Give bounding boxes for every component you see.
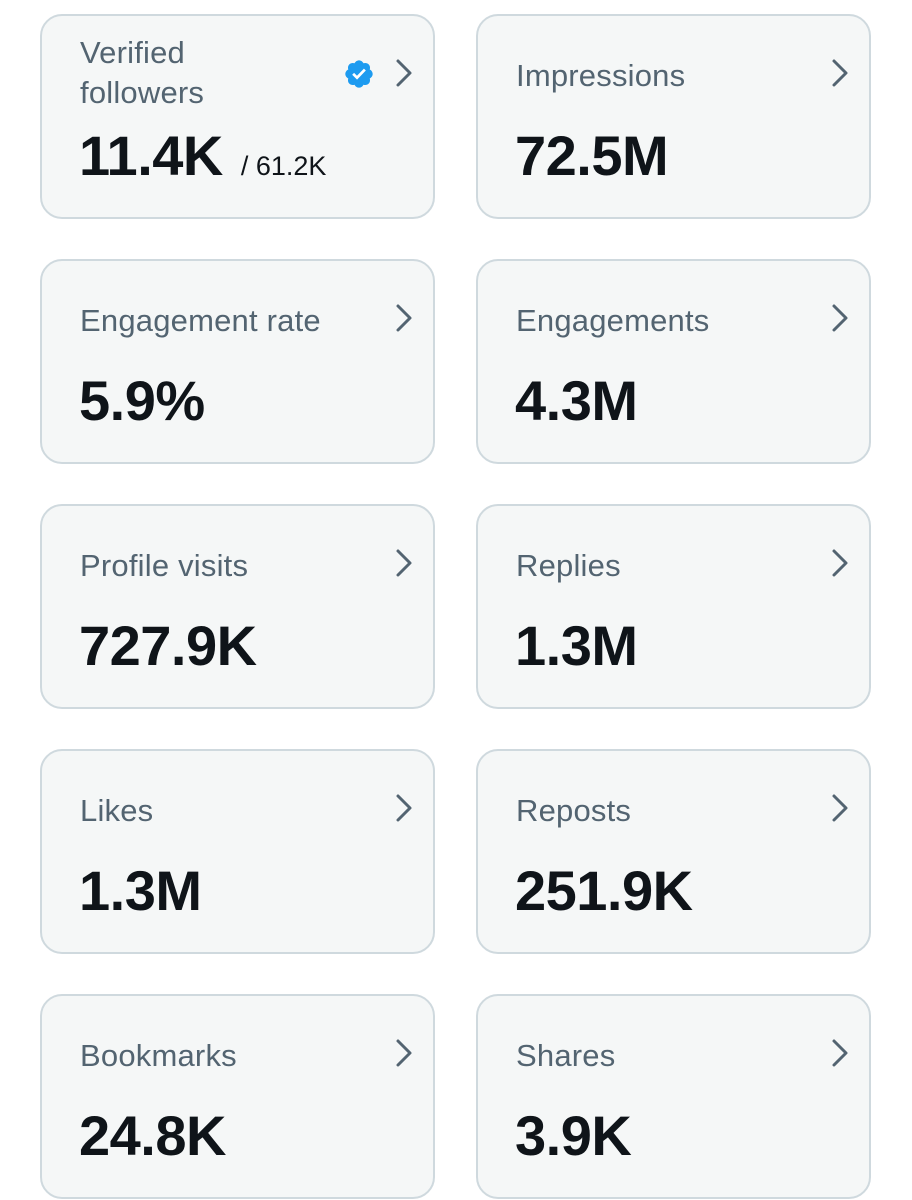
chevron-right-icon[interactable] [829,792,851,824]
chevron-right-icon[interactable] [393,302,415,334]
metric-label: Bookmarks [80,1038,237,1073]
metric-label: Verified followers [80,35,205,110]
metric-card-verified-followers[interactable]: Verified followers 11.4K / 61.2K [40,14,435,219]
metric-card-reposts[interactable]: Reposts 251.9K [476,749,871,954]
chevron-right-icon[interactable] [829,302,851,334]
metric-value: 1.3M [79,859,202,922]
metric-label: Replies [516,548,621,583]
metric-value: 3.9K [515,1104,632,1167]
metric-value: 4.3M [515,369,638,432]
metric-value: 5.9% [79,369,205,432]
metric-value: 11.4K / 61.2K [79,121,326,201]
metric-label: Shares [516,1038,616,1073]
metric-card-engagements[interactable]: Engagements 4.3M [476,259,871,464]
chevron-right-icon[interactable] [829,57,851,89]
metric-label: Impressions [516,58,686,93]
metric-label: Reposts [516,793,632,828]
chevron-right-icon[interactable] [393,1037,415,1069]
metric-label: Likes [80,793,154,828]
metric-value: 1.3M [515,614,638,677]
chevron-right-icon[interactable] [393,792,415,824]
metric-value: 24.8K [79,1104,226,1167]
metric-card-likes[interactable]: Likes 1.3M [40,749,435,954]
metric-card-profile-visits[interactable]: Profile visits 727.9K [40,504,435,709]
metric-value-total: / 61.2K [240,151,327,181]
chevron-right-icon[interactable] [829,547,851,579]
metric-card-shares[interactable]: Shares 3.9K [476,994,871,1199]
chevron-right-icon[interactable] [393,57,415,89]
chevron-right-icon[interactable] [829,1037,851,1069]
metric-value: 727.9K [79,614,257,677]
chevron-right-icon[interactable] [393,547,415,579]
metric-label: Engagements [516,303,710,338]
metric-card-bookmarks[interactable]: Bookmarks 24.8K [40,994,435,1199]
metric-card-replies[interactable]: Replies 1.3M [476,504,871,709]
metric-label: Profile visits [80,548,249,583]
metric-card-engagement-rate[interactable]: Engagement rate 5.9% [40,259,435,464]
metric-value: 251.9K [515,859,693,922]
metric-value-number: 11.4K [79,124,223,187]
verified-badge-icon [345,60,373,88]
metric-value: 72.5M [515,124,669,187]
metric-label: Engagement rate [80,303,321,338]
metric-card-impressions[interactable]: Impressions 72.5M [476,14,871,219]
